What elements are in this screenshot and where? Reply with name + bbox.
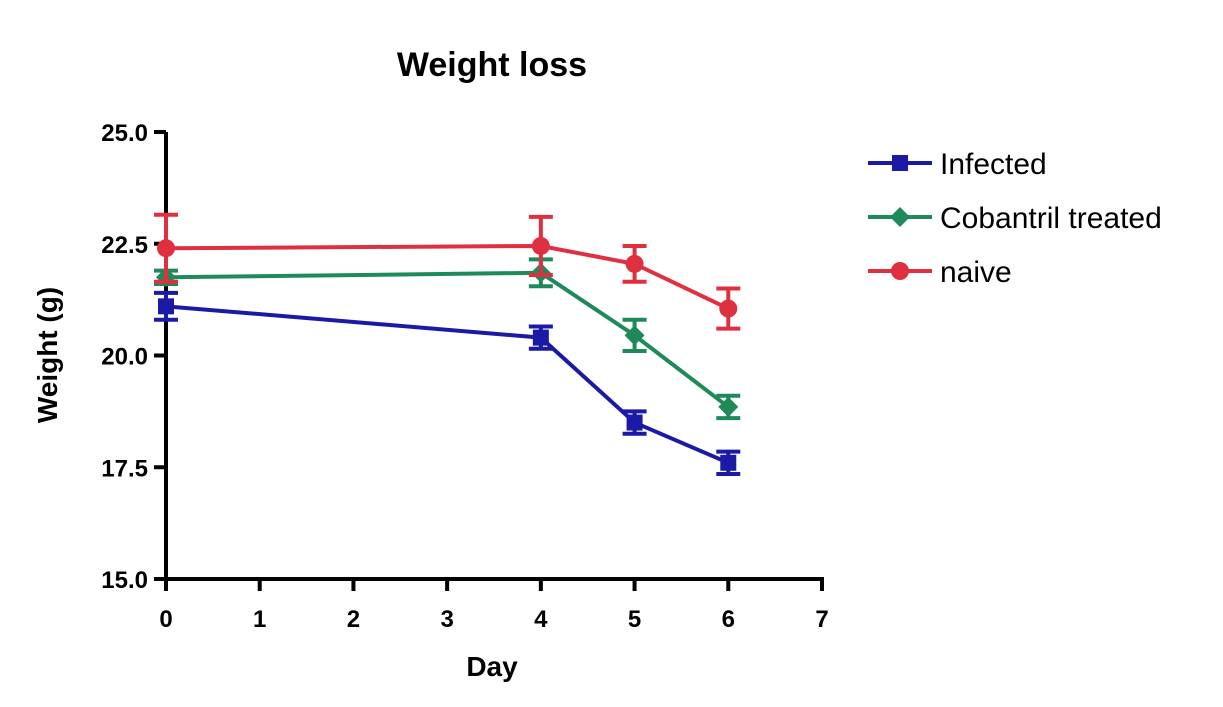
legend-item: naive (868, 256, 1012, 289)
x-tick-label: 5 (628, 606, 641, 633)
y-tick-label: 15.0 (101, 567, 148, 594)
data-point (624, 325, 645, 346)
data-point (718, 396, 739, 417)
axes (164, 132, 824, 581)
legend: Infected Cobantril treated naive (868, 148, 1162, 289)
x-ticks: 0 1 2 3 4 5 6 7 (159, 579, 829, 633)
series-line (165, 304, 730, 465)
y-axis-label: Weight (g) (32, 287, 63, 423)
chart-title: Weight loss (397, 46, 587, 84)
y-tick-label: 22.5 (101, 232, 148, 259)
data-point (158, 298, 174, 315)
y-tick-label: 20.0 (101, 344, 148, 371)
legend-item: Cobantril treated (868, 202, 1162, 235)
legend-marker (892, 155, 908, 171)
data-point (625, 254, 644, 273)
x-tick-label: 3 (440, 606, 453, 633)
legend-marker (890, 207, 910, 227)
data-point (720, 454, 737, 471)
series-infected (154, 290, 741, 476)
y-tick-label: 17.5 (101, 455, 148, 482)
x-tick-label: 6 (722, 606, 735, 633)
series-naive (154, 212, 741, 331)
legend-label: naive (940, 256, 1012, 289)
legend-item: Infected (868, 148, 1047, 181)
x-tick-label: 1 (253, 606, 266, 633)
x-tick-label: 0 (159, 606, 172, 633)
x-tick-label: 4 (534, 606, 548, 633)
series-cobantril-treated (154, 257, 741, 421)
data-point (157, 239, 175, 258)
x-tick-label: 7 (815, 606, 828, 633)
legend-label: Cobantril treated (940, 202, 1162, 235)
series-line (165, 270, 730, 409)
legend-marker (891, 262, 909, 280)
series-layer (154, 212, 741, 476)
data-point (531, 236, 550, 255)
x-tick-label: 2 (347, 606, 360, 633)
data-point (532, 329, 549, 346)
y-ticks: 15.0 17.5 20.0 22.5 25.0 (101, 120, 166, 594)
x-axis-label: Day (466, 651, 518, 682)
data-point (626, 414, 643, 431)
y-tick-label: 25.0 (101, 120, 148, 147)
series-line (165, 243, 730, 311)
legend-label: Infected (940, 148, 1047, 181)
data-point (719, 299, 738, 318)
